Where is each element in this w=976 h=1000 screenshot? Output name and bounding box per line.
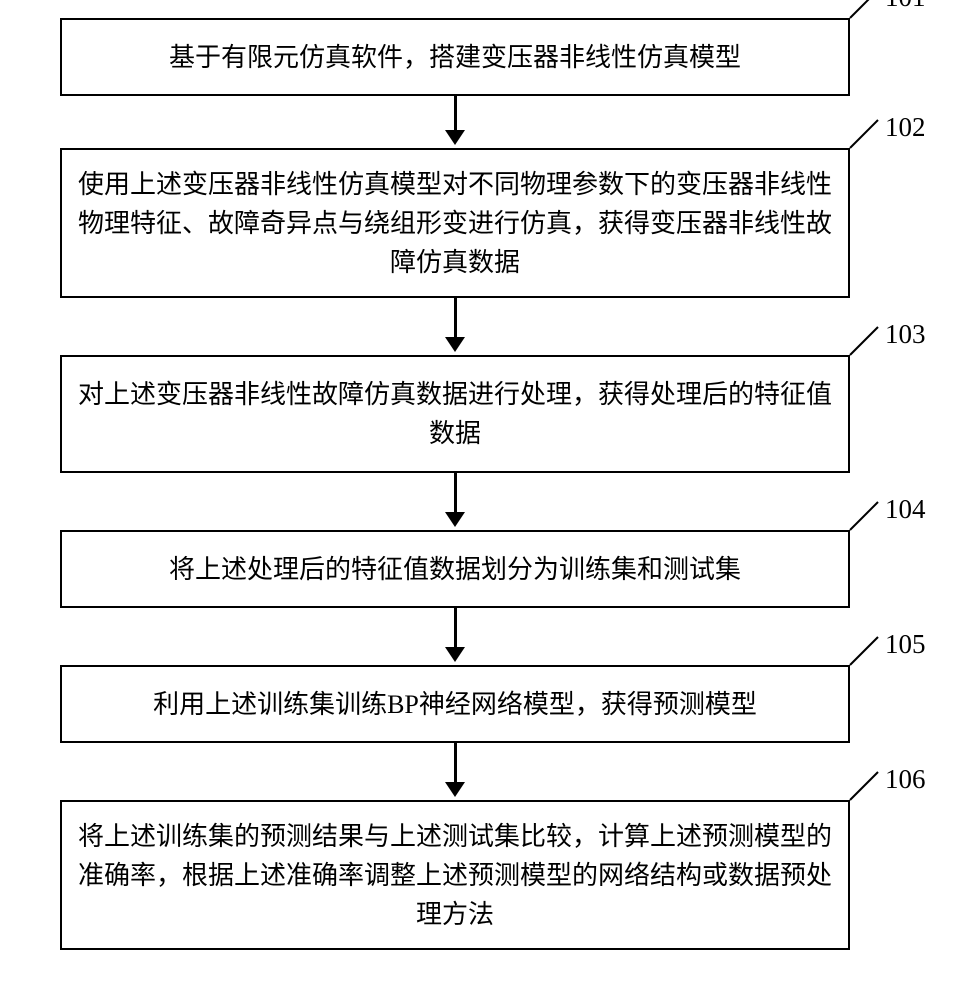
callout-label: 105 <box>885 629 926 660</box>
flowchart-step-103: 对上述变压器非线性故障仿真数据进行处理，获得处理后的特征值数据 <box>60 355 850 473</box>
flowchart-step-104: 将上述处理后的特征值数据划分为训练集和测试集 <box>60 530 850 608</box>
callout-106 <box>850 794 890 834</box>
arrow-line <box>454 743 457 782</box>
arrow-line <box>454 608 457 647</box>
arrow-head-icon <box>445 782 465 797</box>
step-text: 基于有限元仿真软件，搭建变压器非线性仿真模型 <box>169 38 741 77</box>
step-text: 将上述处理后的特征值数据划分为训练集和测试集 <box>169 550 741 589</box>
flow-arrow <box>445 608 465 662</box>
flowchart-canvas: 基于有限元仿真软件，搭建变压器非线性仿真模型 使用上述变压器非线性仿真模型对不同… <box>0 0 976 1000</box>
flowchart-step-101: 基于有限元仿真软件，搭建变压器非线性仿真模型 <box>60 18 850 96</box>
flow-arrow <box>445 298 465 352</box>
callout-label: 102 <box>885 112 926 143</box>
flow-arrow <box>445 473 465 527</box>
arrow-head-icon <box>445 337 465 352</box>
callout-label: 101 <box>885 0 926 13</box>
step-text: 对上述变压器非线性故障仿真数据进行处理，获得处理后的特征值数据 <box>78 375 832 453</box>
flowchart-step-102: 使用上述变压器非线性仿真模型对不同物理参数下的变压器非线性物理特征、故障奇异点与… <box>60 148 850 298</box>
arrow-line <box>454 473 457 512</box>
step-text: 利用上述训练集训练BP神经网络模型，获得预测模型 <box>153 685 757 724</box>
arrow-line <box>454 298 457 337</box>
flowchart-step-105: 利用上述训练集训练BP神经网络模型，获得预测模型 <box>60 665 850 743</box>
callout-label: 103 <box>885 319 926 350</box>
arrow-head-icon <box>445 512 465 527</box>
arrow-head-icon <box>445 647 465 662</box>
callout-label: 106 <box>885 764 926 795</box>
flowchart-step-106: 将上述训练集的预测结果与上述测试集比较，计算上述预测模型的准确率，根据上述准确率… <box>60 800 850 950</box>
step-text: 将上述训练集的预测结果与上述测试集比较，计算上述预测模型的准确率，根据上述准确率… <box>78 817 832 934</box>
step-text: 使用上述变压器非线性仿真模型对不同物理参数下的变压器非线性物理特征、故障奇异点与… <box>78 165 832 282</box>
callout-label: 104 <box>885 494 926 525</box>
arrow-line <box>454 96 457 130</box>
callout-104 <box>850 524 890 564</box>
callout-102 <box>850 142 890 182</box>
flow-arrow <box>445 743 465 797</box>
callout-105 <box>850 659 890 699</box>
arrow-head-icon <box>445 130 465 145</box>
callout-103 <box>850 349 890 389</box>
callout-101 <box>850 12 890 52</box>
flow-arrow <box>445 96 465 145</box>
